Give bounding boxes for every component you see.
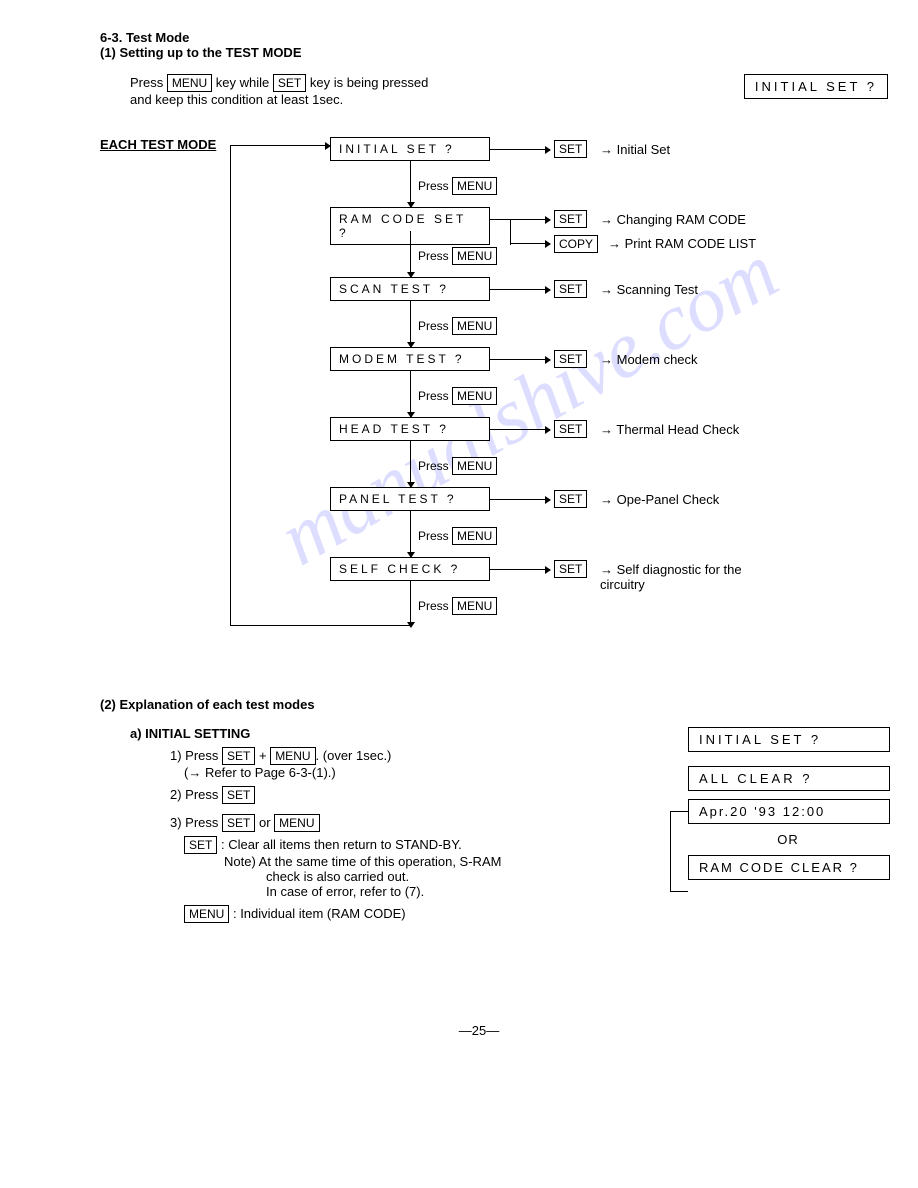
or-label: OR <box>688 832 888 847</box>
menu-key-s1: MENU <box>270 747 315 765</box>
s1a: 1) Press <box>170 748 222 763</box>
rbox-all-clear: ALL CLEAR ? <box>688 766 890 791</box>
node-6: SELF CHECK ? <box>330 557 490 581</box>
down-arrow-6 <box>410 581 411 627</box>
sec2-title: (2) Explanation of each test modes <box>100 697 858 712</box>
top-display: INITIAL SET ? <box>744 74 888 99</box>
set-key-s3: SET <box>222 814 255 832</box>
set-key: SET <box>273 74 306 92</box>
desc-4: → Thermal Head Check <box>600 422 780 437</box>
set-key-node-2: SET <box>554 280 587 298</box>
desc-2: → Scanning Test <box>600 282 780 297</box>
set-key-s2: SET <box>222 786 255 804</box>
s1c: . (over 1sec.) <box>316 748 392 763</box>
press-label-3: Press MENU <box>418 387 497 405</box>
desc-3: → Modem check <box>600 352 780 367</box>
node-4: HEAD TEST ? <box>330 417 490 441</box>
arrow-to-set-3 <box>490 359 550 360</box>
s2a: 2) Press <box>170 787 222 802</box>
node-5: PANEL TEST ? <box>330 487 490 511</box>
intro-l1b: key while <box>212 75 273 90</box>
arrow-to-set-4 <box>490 429 550 430</box>
flowchart: EACH TEST MODE INITIAL SET ? SET → Initial… <box>100 137 858 637</box>
s3a: 3) Press <box>170 815 222 830</box>
down-arrow-0 <box>410 161 411 207</box>
set-key-node-0: SET <box>554 140 587 158</box>
s3b: or <box>255 815 274 830</box>
set-key-node-6: SET <box>554 560 587 578</box>
desc-0: → Initial Set <box>600 142 780 157</box>
menu-key-s3g: MENU <box>184 905 229 923</box>
down-arrow-4 <box>410 441 411 487</box>
s1b: + <box>255 748 270 763</box>
node-0: INITIAL SET ? <box>330 137 490 161</box>
press-label-0: Press MENU <box>418 177 497 195</box>
arrow-to-set-2 <box>490 289 550 290</box>
rbox-ram-clear: RAM CODE CLEAR ? <box>688 855 890 880</box>
menu-key-s3: MENU <box>274 814 319 832</box>
set-key-node-1: SET <box>554 210 587 228</box>
s3g: : Individual item (RAM CODE) <box>233 906 406 921</box>
press-label-1: Press MENU <box>418 247 497 265</box>
press-label-4: Press MENU <box>418 457 497 475</box>
set-key-s1: SET <box>222 747 255 765</box>
each-test-mode-label: EACH TEST MODE <box>100 137 216 152</box>
set-key-node-3: SET <box>554 350 587 368</box>
arrow-to-set-0 <box>490 149 550 150</box>
set-key-s3c: SET <box>184 836 217 854</box>
arrow-to-set-6 <box>490 569 550 570</box>
header-sub1: (1) Setting up to the TEST MODE <box>100 45 858 60</box>
press-label-6: Press MENU <box>418 597 497 615</box>
rbox-date: Apr.20 '93 12:00 <box>688 799 890 824</box>
rbox-initial-set: INITIAL SET ? <box>688 727 890 752</box>
intro-l1a: Press <box>130 75 167 90</box>
desc-5: → Ope-Panel Check <box>600 492 780 507</box>
s3f: In case of error, refer to (7). <box>266 884 858 899</box>
copy-key-1: COPY <box>554 235 598 253</box>
extra-v-1 <box>510 219 511 245</box>
node-3: MODEM TEST ? <box>330 347 490 371</box>
press-label-2: Press MENU <box>418 317 497 335</box>
down-arrow-1 <box>410 231 411 277</box>
down-arrow-2 <box>410 301 411 347</box>
set-key-node-4: SET <box>554 420 587 438</box>
menu-key: MENU <box>167 74 212 92</box>
intro-l1c: key is being pressed <box>306 75 428 90</box>
desc-1: → Changing RAM CODE <box>600 212 780 227</box>
arrow-to-set-1 <box>490 219 550 220</box>
arrow-to-set-5 <box>490 499 550 500</box>
s3c: : Clear all items then return to STAND-B… <box>221 837 462 852</box>
press-label-5: Press MENU <box>418 527 497 545</box>
node-2: SCAN TEST ? <box>330 277 490 301</box>
page-number: —25— <box>100 1023 858 1038</box>
desc-6: → Self diagnostic for the circuitry <box>600 562 780 592</box>
down-arrow-3 <box>410 371 411 417</box>
extra-desc-1: → Print RAM CODE LIST <box>608 236 756 251</box>
down-arrow-5 <box>410 511 411 557</box>
header-section: 6-3. Test Mode <box>100 30 858 45</box>
set-key-node-5: SET <box>554 490 587 508</box>
extra-arrow-1 <box>510 243 550 244</box>
